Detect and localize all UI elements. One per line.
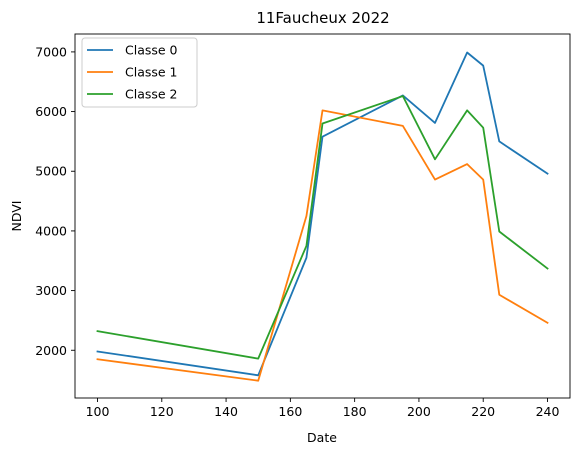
x-tick-label: 120 <box>150 404 174 419</box>
y-tick-label: 2000 <box>35 343 67 358</box>
chart-title: 11Faucheux 2022 <box>256 9 389 27</box>
legend-box <box>81 37 198 108</box>
x-axis-label: Date <box>307 430 337 445</box>
y-tick-label: 7000 <box>35 44 67 59</box>
plot-frame <box>74 33 571 399</box>
series-line-1 <box>96 109 549 382</box>
y-axis-label: NDVI <box>9 201 24 232</box>
y-tick-label: 4000 <box>35 223 67 238</box>
y-tick-label: 6000 <box>35 104 67 119</box>
legend-label-2: Classe 2 <box>125 87 178 102</box>
y-axis-ticks: 2000 3000 4000 5000 6000 7000 <box>35 44 75 358</box>
x-tick-label: 200 <box>407 404 431 419</box>
x-tick-label: 140 <box>214 404 238 419</box>
x-tick-label: 100 <box>86 404 110 419</box>
legend: Classe 0 Classe 1 Classe 2 <box>81 37 198 108</box>
x-tick-label: 180 <box>343 404 367 419</box>
x-tick-label: 240 <box>536 404 560 419</box>
legend-label-1: Classe 1 <box>125 65 178 80</box>
y-tick-label: 3000 <box>35 283 67 298</box>
legend-label-0: Classe 0 <box>125 43 178 58</box>
series-line-0 <box>96 51 549 377</box>
series-line-2 <box>96 95 549 360</box>
x-tick-label: 220 <box>471 404 495 419</box>
plot-lines <box>96 51 549 382</box>
x-axis-ticks: 100 120 140 160 180 200 220 240 <box>86 398 560 419</box>
y-tick-label: 5000 <box>35 164 67 179</box>
x-tick-label: 160 <box>278 404 302 419</box>
